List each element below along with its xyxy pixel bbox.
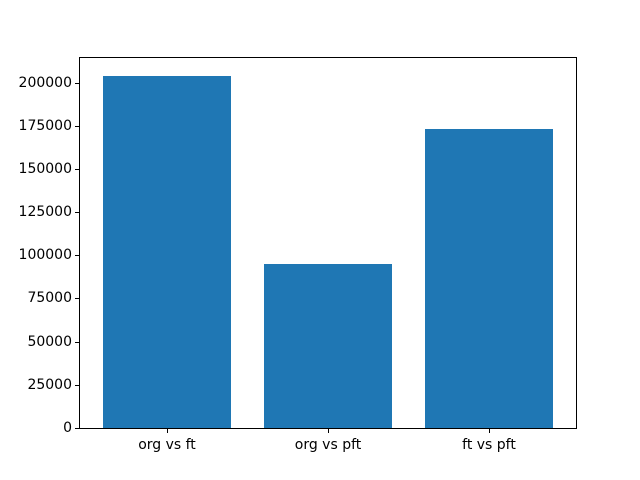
y-tick-label: 125000 <box>18 204 72 221</box>
x-tick-label: ft vs pft <box>462 437 516 453</box>
y-tick-mark <box>75 212 79 214</box>
y-tick-mark <box>75 82 79 84</box>
x-tick-label: org vs pft <box>294 437 362 453</box>
x-tick-label: org vs ft <box>138 437 196 453</box>
bar-org-vs-pft <box>263 263 393 428</box>
x-tick-mark <box>167 429 168 433</box>
y-tick-label: 200000 <box>18 74 72 91</box>
y-tick-mark <box>75 125 79 127</box>
bar-org-vs-ft <box>102 75 232 428</box>
y-tick-label: 100000 <box>18 247 72 264</box>
y-tick-label: 75000 <box>27 290 72 307</box>
y-tick-mark <box>75 341 79 343</box>
y-tick-mark <box>75 255 79 257</box>
y-tick-mark <box>75 428 79 429</box>
y-tick-label: 175000 <box>18 117 72 134</box>
y-tick-label: 0 <box>63 420 72 436</box>
bar-ft-vs-pft <box>424 129 554 428</box>
y-tick-mark <box>75 384 79 386</box>
x-tick-mark <box>328 429 329 433</box>
y-tick-mark <box>75 168 79 170</box>
y-tick-label: 150000 <box>18 160 72 177</box>
y-tick-label: 50000 <box>27 333 72 350</box>
y-tick-mark <box>75 298 79 300</box>
plot-area: 0 25000 50000 75000 100000 125000 150000 175000… <box>19 57 577 453</box>
y-tick-label: 25000 <box>27 376 72 393</box>
x-tick-mark <box>489 429 490 433</box>
